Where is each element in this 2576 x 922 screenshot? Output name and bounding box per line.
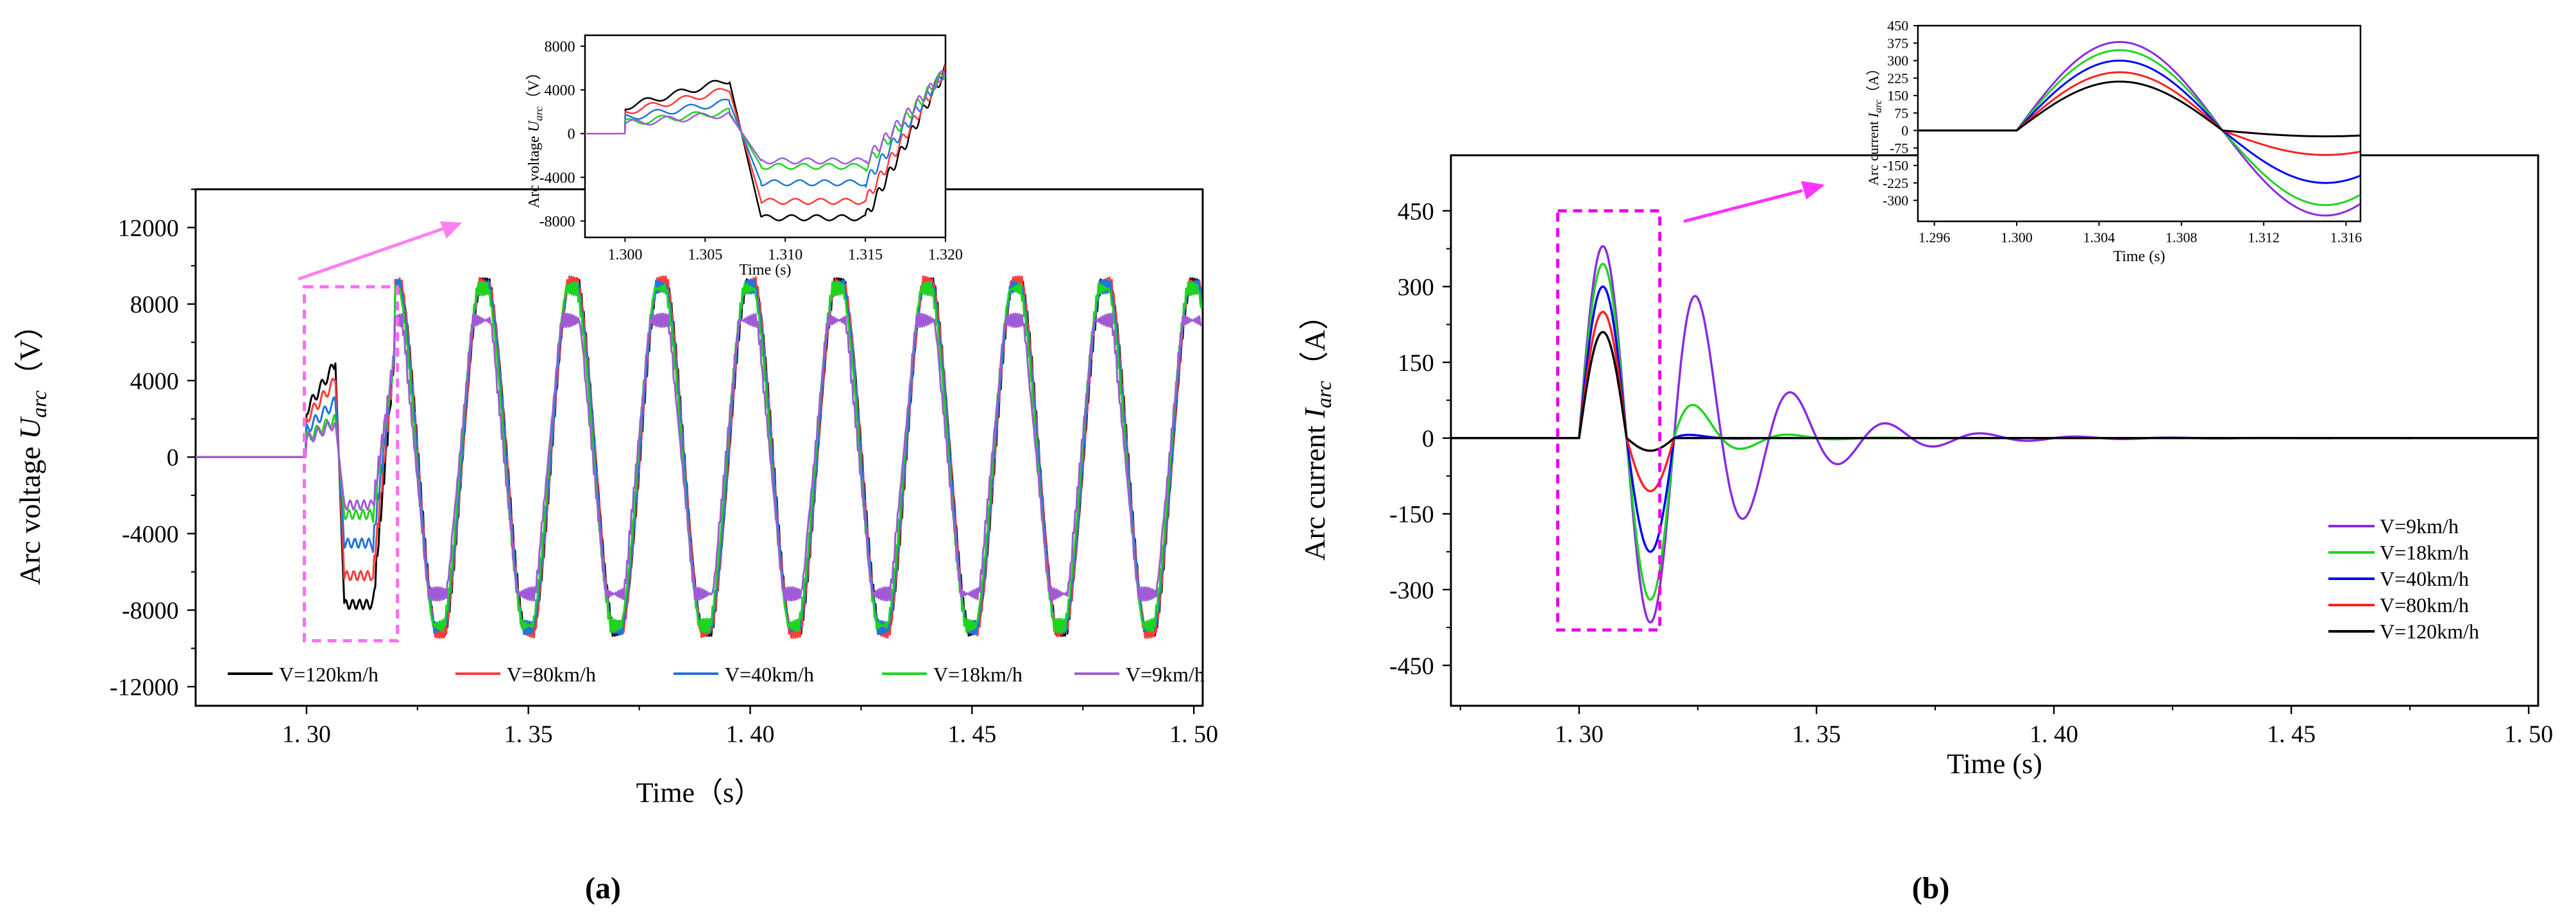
b-inset-ytick-label: 300 (1887, 53, 1908, 69)
panel-b: 1. 30 1. 35 1. 40 1. 45 1. 50 -450 -300 -150 0 15… (1298, 18, 2553, 905)
a-main-ytick-label: 8000 (130, 291, 179, 318)
a-inset-ytick-label: 8000 (545, 38, 575, 55)
b-main-ytick-label: -300 (1389, 577, 1434, 604)
b-caption: (b) (1912, 871, 1950, 905)
a-zoom-arrowhead (440, 221, 462, 239)
panel-a: 1. 30 1. 35 1. 40 1. 45 1. 50 -12000 -8000 -400… (13, 34, 1218, 905)
a-legend-label: V=9km/h (1126, 663, 1205, 686)
b-inset-ytick-label: 0 (1901, 123, 1908, 139)
a-zoom-box (302, 285, 400, 643)
b-inset-xtick-label: 1.296 (1919, 229, 1951, 245)
a-main-xtick-label: 1. 30 (282, 721, 331, 748)
a-inset-xtick-label: 1.315 (848, 247, 883, 264)
a-main-ytick-label: -4000 (122, 521, 179, 548)
b-legend-label: V=80km/h (2380, 593, 2469, 617)
b-zoom-box (1556, 209, 1662, 632)
b-series-V120kmh (1451, 330, 2538, 452)
a-inset-ytick-label: -8000 (539, 214, 575, 230)
b-main-xtick-label: 1. 45 (2267, 721, 2316, 748)
a-inset-xtick-label: 1.310 (768, 247, 802, 264)
b-main-ytick-label: -150 (1389, 501, 1434, 528)
b-main-xtick-label: 1. 30 (1555, 721, 1604, 748)
b-inset-ytick-label: -75 (1890, 140, 1908, 156)
b-inset-ytick-label: 450 (1887, 18, 1908, 34)
b-inset-xtick-label: 1.312 (2248, 229, 2280, 245)
a-inset-series-V120kmh (585, 64, 945, 221)
a-inset-series-V80kmh (585, 65, 945, 205)
a-legend-label: V=18km/h (933, 663, 1022, 686)
a-series-V18kmh (196, 281, 1203, 633)
b-inset-series-V120kmh (1918, 80, 2360, 137)
b-inset-ytick-label: 150 (1887, 88, 1908, 104)
a-main-ytick-label: 0 (167, 445, 179, 472)
a-main-ytick-label: 4000 (130, 368, 179, 395)
a-main-ytick-label: 12000 (118, 215, 179, 242)
a-legend-label: V=80km/h (507, 663, 596, 686)
b-inset-ytick-label: -225 (1883, 175, 1908, 191)
a-inset-ylabel: Arc voltage Uarc（V） (526, 65, 545, 209)
a-main-ytick-label: -8000 (122, 597, 179, 624)
b-inset-ytick-label: -150 (1883, 158, 1908, 174)
b-legend-label: V=9km/h (2380, 515, 2459, 538)
a-main-ylabel: Arc voltage Uarc（V） (13, 310, 51, 585)
a-inset-xtick-label: 1.320 (928, 247, 963, 264)
b-main-ytick-label: -450 (1389, 653, 1434, 679)
b-inset-ylabel: Arc current Iarc（A） (1865, 61, 1884, 185)
b-xlabel: Time (s) (1947, 748, 2042, 780)
a-main-xtick-label: 1. 45 (947, 721, 996, 748)
a-main-xtick-label: 1. 50 (1169, 721, 1218, 748)
a-caption: (a) (585, 871, 621, 905)
a-inset-series-V9kmh (585, 70, 945, 165)
a-inset-series-V40kmh (585, 71, 945, 188)
b-inset-frame (1917, 24, 2362, 223)
b-main-ytick-label: 150 (1398, 350, 1434, 377)
b-main-ylabel: Arc current Iarc（A） (1298, 300, 1336, 561)
b-zoom-arrowhead (1801, 181, 1825, 200)
a-inset-ytick-label: 0 (568, 126, 575, 143)
a-series-V40kmh (196, 279, 1203, 635)
a-inset-ytick-label: 4000 (545, 83, 575, 99)
a-legend-label: V=120km/h (279, 663, 378, 686)
a-inset-xtick-label: 1.300 (607, 247, 642, 264)
a-xlabel: Time（s） (636, 777, 762, 808)
a-main-ytick-label: -12000 (110, 674, 179, 701)
a-inset-xtick-label: 1.305 (688, 247, 722, 264)
b-inset-ytick-label: 225 (1887, 70, 1908, 86)
a-main-xtick-label: 1. 35 (504, 721, 553, 748)
b-inset-xtick-label: 1.308 (2165, 229, 2198, 245)
b-legend-label: V=120km/h (2380, 620, 2479, 643)
b-inset-xtick-label: 1.304 (2083, 229, 2115, 245)
b-inset-ytick-label: 375 (1887, 35, 1908, 51)
b-main-xtick-label: 1. 35 (1792, 721, 1841, 748)
b-legend-label: V=18km/h (2380, 541, 2469, 564)
b-main-xtick-label: 1. 40 (2029, 721, 2078, 748)
b-inset-ytick-label: 75 (1894, 105, 1908, 121)
b-inset-xtick-label: 1.300 (2001, 229, 2033, 245)
a-inset-ytick-label: -4000 (539, 170, 575, 187)
a-inset-xlabel: Time (s) (739, 262, 791, 278)
a-legend-label: V=40km/h (725, 663, 814, 686)
b-inset-ytick-label: -300 (1883, 192, 1908, 209)
a-main-xtick-label: 1. 40 (726, 721, 775, 748)
a-series-V9kmh (196, 312, 1203, 602)
b-main-ytick-label: 300 (1398, 274, 1434, 301)
b-main-frame (1450, 154, 2539, 707)
b-inset-xtick-label: 1.316 (2330, 229, 2362, 245)
a-zoom-arrow (298, 226, 446, 281)
a-inset-frame (584, 34, 947, 239)
b-inset-xlabel: Time (s) (2113, 248, 2165, 265)
b-main-ytick-label: 0 (1422, 425, 1434, 452)
b-main-ytick-label: 450 (1398, 198, 1434, 225)
b-legend-label: V=40km/h (2380, 567, 2469, 590)
b-zoom-arrow (1683, 189, 1803, 223)
b-main-xtick-label: 1. 50 (2504, 721, 2553, 748)
